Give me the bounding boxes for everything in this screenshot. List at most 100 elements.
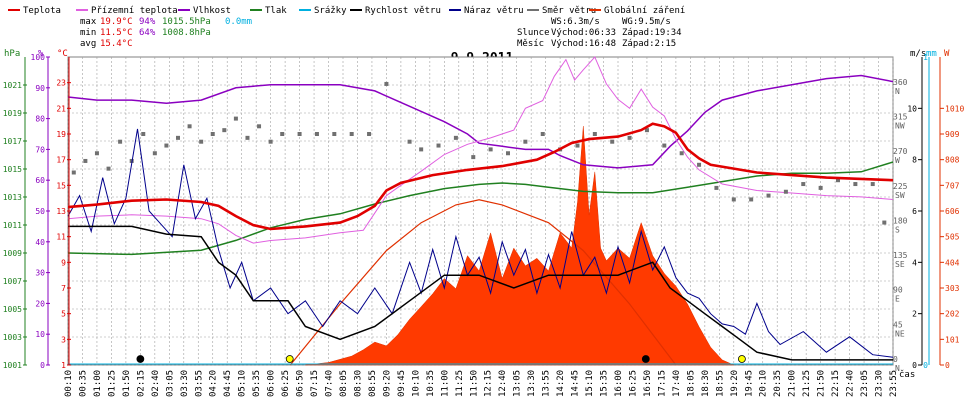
wind-direction-point — [783, 189, 788, 194]
hum-tick-label: 30 — [35, 269, 45, 278]
legend-item: Teplota — [8, 6, 61, 16]
x-tick-label: 13:55 — [542, 370, 552, 397]
x-tick-label: 02:15 — [136, 370, 146, 397]
direction-tick-label: 270 — [893, 147, 908, 156]
wind-direction-point — [488, 147, 493, 152]
wind-direction-point — [766, 193, 771, 198]
direction-cardinal-label: N — [895, 87, 900, 96]
hum-axis-unit: % — [38, 49, 44, 59]
legend-label: Rychlost větru — [365, 6, 441, 16]
wind-direction-point — [332, 132, 337, 136]
hum-tick-label: 40 — [35, 238, 45, 247]
x-tick-label: 10:35 — [426, 370, 436, 397]
legend-label: Globální záření — [604, 6, 685, 16]
direction-cardinal-label: E — [895, 295, 900, 304]
temp-axis-unit: °C — [57, 49, 68, 59]
x-tick-label: 11:25 — [455, 370, 465, 397]
x-tick-label: 01:00 — [93, 370, 103, 397]
legend-item: Vlhkost — [178, 6, 231, 16]
wind-direction-point — [731, 197, 736, 202]
direction-tick-label: 315 — [893, 112, 908, 121]
x-tick-label: 12:15 — [484, 370, 494, 397]
x-axis-label: čas — [899, 369, 915, 380]
wind-direction-point — [882, 220, 887, 225]
x-tick-label: 07:15 — [310, 370, 320, 397]
legend: Teplota Přízemní teplota Vlhkost Tlak Srážky… — [8, 6, 685, 16]
temp-tick-label: 1 — [61, 361, 66, 370]
wind-direction-point — [367, 132, 372, 136]
wind-direction-point — [836, 178, 840, 183]
legend-label: Přízemní teplota — [91, 6, 178, 16]
x-tick-label: 00:10 — [64, 370, 74, 397]
x-tick-label: 05:35 — [252, 370, 262, 397]
wind-direction-point — [853, 182, 858, 187]
hum-tick-label: 20 — [35, 299, 45, 308]
press-tick-label: 1007 — [3, 277, 22, 286]
x-tick-label: 06:25 — [281, 370, 291, 397]
x-tick-label: 18:30 — [701, 370, 711, 397]
stat-avg-label: avg — [80, 39, 96, 49]
temp-tick-label: 3 — [61, 335, 66, 344]
wind-direction-point — [644, 128, 649, 133]
press-tick-label: 1011 — [3, 221, 22, 230]
ground-temperature-line — [67, 56, 894, 244]
x-tick-label: 20:10 — [759, 370, 769, 397]
legend-label: Náraz větru — [464, 6, 524, 16]
hum-tick-label: 100 — [31, 53, 46, 62]
x-tick-label: 21:00 — [788, 370, 798, 397]
x-tick-label: 14:45 — [571, 370, 581, 397]
x-tick-label: 07:40 — [325, 370, 335, 397]
hum-tick-label: 0 — [40, 361, 45, 370]
wind-direction-point — [714, 185, 719, 190]
wind-direction-point — [314, 132, 319, 136]
wind-direction-point — [199, 139, 204, 144]
direction-cardinal-label: SW — [895, 191, 905, 200]
wind-direction-point — [164, 143, 169, 148]
press-tick-label: 1009 — [3, 249, 22, 258]
x-tick-label: 14:20 — [556, 370, 566, 397]
direction-tick-label: 135 — [893, 251, 908, 260]
direction-tick-label: 225 — [893, 182, 908, 191]
press-tick-label: 1017 — [3, 137, 22, 146]
stat-min-hum: 64% — [139, 28, 156, 38]
temp-tick-label: 17 — [56, 156, 66, 165]
press-tick-label: 1021 — [3, 81, 22, 90]
x-tick-label: 13:05 — [513, 370, 523, 397]
wind-gust-summary: WG:9.5m/s — [622, 17, 671, 27]
wind-tick-label: 8 — [912, 156, 917, 165]
x-tick-label: 08:30 — [353, 370, 363, 397]
x-tick-label: 02:40 — [151, 370, 161, 397]
temperature-line — [67, 122, 894, 231]
wind-direction-point — [118, 139, 123, 144]
direction-cardinal-label: W — [895, 156, 900, 165]
wind-direction-point — [297, 132, 302, 136]
direction-tick-label: 45 — [893, 320, 903, 329]
x-tick-label: 18:05 — [686, 370, 696, 397]
wind-direction-point — [818, 185, 823, 190]
press-axis-unit: hPa — [4, 49, 20, 59]
radiation-tick-label: 808 — [945, 156, 960, 165]
x-tick-label: 08:55 — [368, 370, 378, 397]
temp-tick-label: 19 — [56, 130, 66, 139]
stat-max-hum: 94% — [139, 17, 156, 27]
radiation-axis-unit: W — [944, 49, 950, 59]
rain-tick-label: 0 — [923, 361, 928, 370]
wind-direction-point — [71, 170, 76, 175]
sunset-marker — [737, 355, 746, 363]
wind-tick-label: 4 — [912, 258, 917, 267]
direction-cardinal-label: NW — [895, 121, 905, 130]
temp-tick-label: 9 — [61, 258, 66, 267]
humidity-line — [67, 74, 894, 169]
wind-direction-point — [245, 135, 250, 140]
wind-direction-point — [187, 124, 192, 129]
direction-tick-label: 0 — [893, 355, 898, 364]
x-tick-label: 15:10 — [585, 370, 595, 397]
legend-item: Přízemní teplota — [76, 6, 178, 16]
wind-direction-point — [801, 182, 806, 187]
stat-min-label: min — [80, 28, 96, 38]
rain-tick-label: 1 — [923, 53, 928, 62]
radiation-tick-label: 1010 — [945, 104, 964, 113]
stat-avg-temp: 15.4°C — [100, 39, 133, 49]
wind-direction-point — [506, 151, 510, 156]
